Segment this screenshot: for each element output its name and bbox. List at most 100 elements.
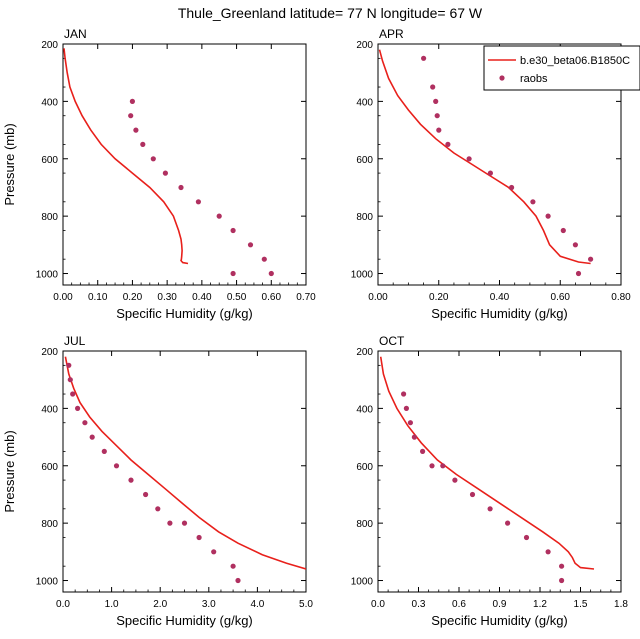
- plot-area: [64, 356, 306, 584]
- x-tick-label: 0.3: [412, 599, 426, 610]
- model-line: [379, 356, 595, 570]
- raobs-point: [167, 520, 173, 526]
- raobs-point: [469, 491, 476, 498]
- x-tick-label: 4.0: [250, 599, 264, 610]
- x-tick-label: 0.10: [88, 292, 108, 303]
- panel-oct: OCT 0.0 0.3 0.6 0.9 1.2 1.5 1.8 200 400 600 800 1000…: [351, 334, 629, 628]
- raobs-point: [75, 405, 81, 411]
- raobs-point: [440, 463, 446, 469]
- panel-jul: JUL 0.0 1.0 2.0 3.0 4.0 5.0 200 400 600 800 1000 Spe…: [2, 334, 313, 628]
- y-tick-label: 800: [356, 519, 373, 530]
- y-tick-label: 800: [356, 212, 373, 223]
- y-tick-label: 400: [41, 404, 58, 415]
- legend-label-raobs: raobs: [520, 73, 548, 85]
- y-tick-label: 200: [41, 347, 58, 358]
- raobs-point: [430, 84, 436, 90]
- raobs-point: [82, 420, 88, 426]
- y-axis-label: Pressure (mb): [2, 430, 17, 512]
- x-axis-label: Specific Humidity (g/kg): [116, 306, 253, 321]
- y-tick-label: 200: [356, 40, 373, 51]
- raobs-point: [247, 242, 254, 248]
- legend-marker-swatch: [499, 75, 505, 81]
- x-tick-label: 0.20: [429, 292, 449, 303]
- raobs-point: [143, 491, 149, 498]
- raobs-point: [436, 127, 442, 133]
- y-tick-label: 1000: [351, 270, 374, 281]
- x-tick-label: 0.6: [452, 599, 466, 610]
- plot-area: [378, 49, 594, 277]
- x-tick-label: 0.50: [227, 292, 247, 303]
- y-tick-label: 600: [356, 155, 373, 166]
- raobs-point: [128, 477, 134, 483]
- raobs-point: [113, 463, 120, 469]
- x-tick-label: 0.80: [611, 292, 631, 303]
- raobs-point: [575, 270, 582, 277]
- plot-frame: [62, 43, 307, 286]
- raobs-point: [211, 549, 217, 555]
- x-tick-label: 0.0: [56, 599, 70, 610]
- x-tick-label: 0.40: [490, 292, 510, 303]
- raobs-point: [178, 184, 184, 191]
- y-tick-label: 400: [356, 404, 373, 415]
- x-tick-label: 0.00: [368, 292, 388, 303]
- y-tick-label: 200: [356, 347, 373, 358]
- raobs-point: [434, 113, 440, 119]
- y-tick-label: 1000: [36, 577, 59, 588]
- raobs-point: [140, 141, 146, 147]
- model-line: [64, 356, 306, 570]
- raobs-point: [487, 170, 493, 176]
- raobs-point: [523, 534, 530, 541]
- plot-frame: [377, 350, 622, 593]
- raobs-point: [268, 270, 274, 277]
- y-tick-label: 800: [41, 212, 58, 223]
- raobs-point: [101, 448, 107, 454]
- raobs-point: [487, 506, 493, 512]
- raobs-point: [230, 227, 236, 234]
- y-tick-label: 400: [41, 97, 58, 108]
- plot-area: [63, 48, 274, 277]
- raobs-point: [530, 199, 536, 205]
- y-axis-label: Pressure (mb): [2, 123, 17, 205]
- raobs-point: [89, 434, 95, 440]
- plot-area: [379, 356, 595, 584]
- raobs-point: [261, 256, 267, 262]
- raobs-point: [452, 477, 458, 483]
- raobs-point: [195, 199, 201, 205]
- model-line: [63, 48, 189, 265]
- raobs-point: [235, 577, 241, 584]
- y-tick-label: 1000: [36, 270, 59, 281]
- plot-frame: [62, 350, 307, 593]
- x-tick-label: 3.0: [202, 599, 216, 610]
- y-tick-label: 600: [356, 462, 373, 473]
- x-tick-label: 1.8: [614, 599, 628, 610]
- panel-label: JAN: [64, 27, 87, 41]
- raobs-point: [429, 463, 435, 469]
- x-tick-label: 0.60: [262, 292, 282, 303]
- raobs-point: [559, 577, 565, 584]
- raobs-point: [230, 270, 236, 277]
- model-line: [378, 49, 591, 265]
- x-tick-label: 0.60: [551, 292, 571, 303]
- x-tick-label: 1.0: [105, 599, 119, 610]
- figure-title: Thule_Greenland latitude= 77 N longitude…: [178, 5, 483, 21]
- y-tick-label: 600: [41, 155, 58, 166]
- raobs-point: [445, 141, 451, 147]
- raobs-point: [401, 391, 407, 397]
- raobs-point: [407, 420, 413, 426]
- x-tick-label: 5.0: [299, 599, 313, 610]
- raobs-point: [411, 434, 417, 440]
- y-tick-label: 800: [41, 519, 58, 530]
- raobs-point: [67, 377, 73, 383]
- raobs-point: [216, 213, 222, 219]
- y-tick-label: 600: [41, 462, 58, 473]
- panel-label: OCT: [379, 334, 405, 348]
- x-tick-label: 0.9: [493, 599, 507, 610]
- y-tick-label: 400: [356, 97, 373, 108]
- x-axis-label: Specific Humidity (g/kg): [116, 613, 253, 628]
- raobs-point: [421, 55, 427, 61]
- raobs-point: [420, 448, 426, 454]
- raobs-point: [155, 506, 161, 512]
- y-tick-label: 1000: [351, 577, 374, 588]
